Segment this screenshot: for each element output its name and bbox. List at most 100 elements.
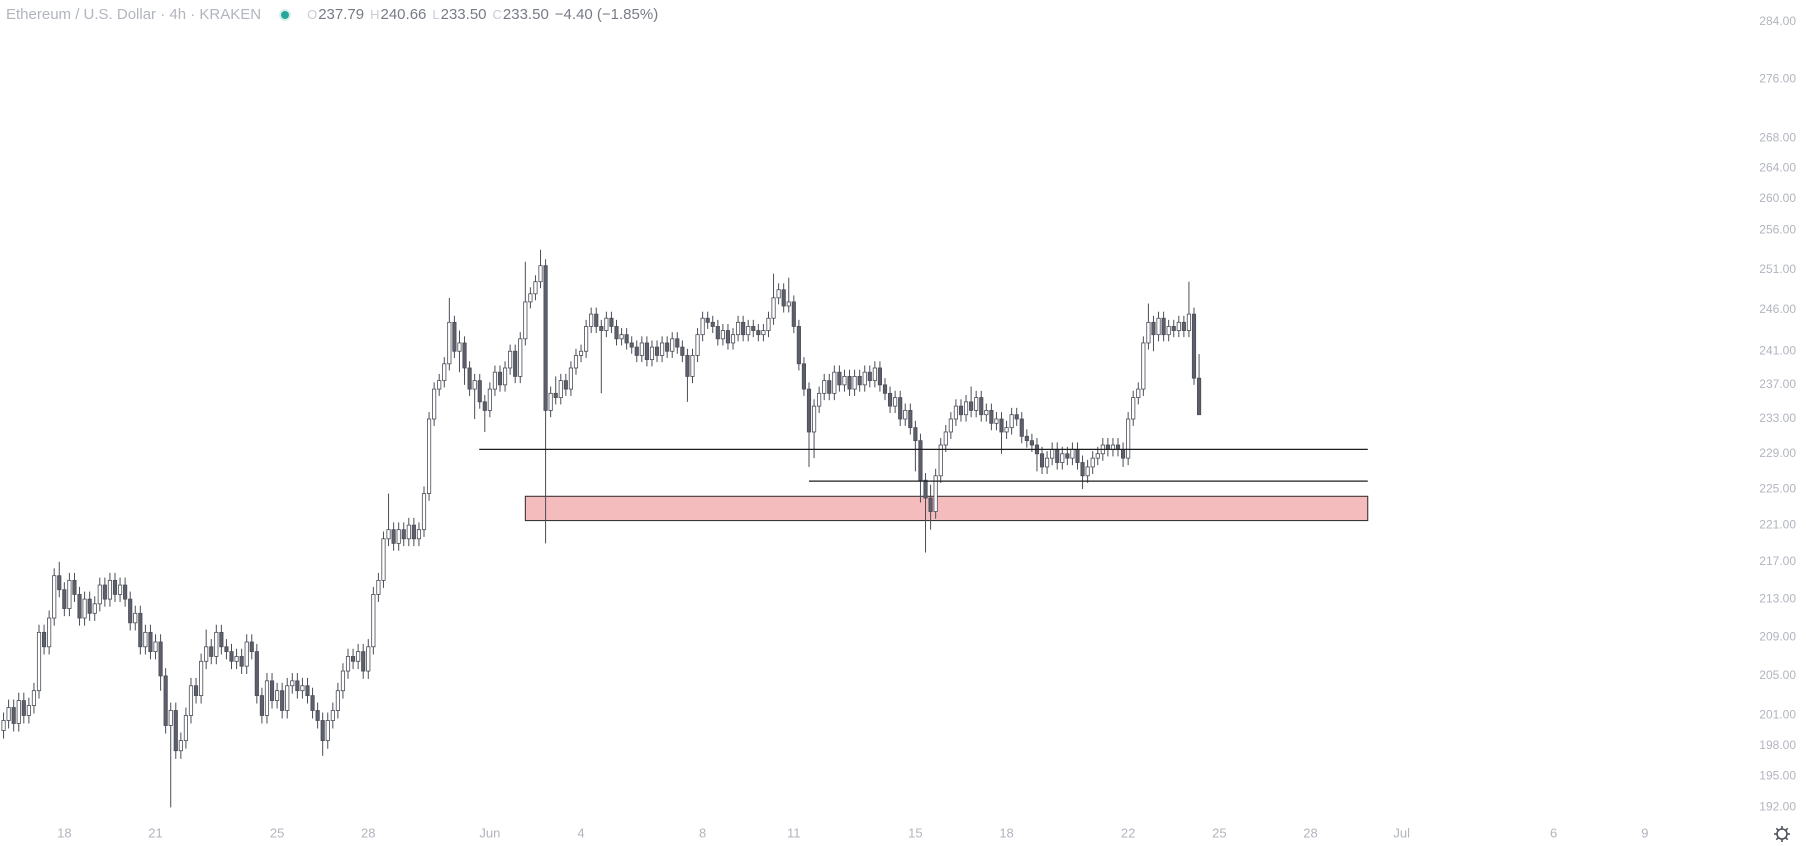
candle-body [275,690,280,701]
candle-body [269,680,275,701]
candle-body [421,493,427,531]
candle-body [1019,418,1024,437]
ohlc-value: 233.50 [502,6,549,23]
candle-body [123,584,128,600]
y-tick-label: 264.00 [1759,161,1796,175]
candle-body [1126,418,1131,459]
candle-body [584,326,589,352]
candle-body [594,313,599,327]
candle-body [305,685,310,697]
candle-body [36,631,42,692]
candle-body [320,720,325,742]
candle-body [31,690,37,706]
candle-body [979,397,984,416]
candle-body [852,376,857,390]
gear-teeth[interactable] [1774,826,1790,842]
candle-body [938,444,943,477]
y-tick-label: 225.00 [1759,481,1796,495]
symbol-title[interactable]: Ethereum / U.S. Dollar · 4h · KRAKEN [6,6,262,23]
candle-body [77,594,82,619]
candle-body [482,401,487,411]
candle-body [47,617,52,648]
candle-body [102,584,107,600]
candle-body [452,321,457,352]
x-tick-label: 21 [148,825,162,840]
candle-body [589,313,594,327]
candle-body [1045,457,1050,468]
ohlc-label: C [492,7,502,22]
candle-body [953,405,958,420]
candle-body [806,388,812,433]
candle-body [239,656,244,667]
candle-body [1151,321,1156,336]
candle-body [371,594,376,648]
candle-body [366,646,371,672]
candle-body [908,410,913,429]
candle-body [16,700,21,724]
candle-body [82,598,87,619]
candle-body [168,710,173,726]
candle-body [1,720,6,731]
candle-body [6,707,11,721]
candle-body [893,397,898,407]
candle-body [822,380,827,394]
candle-body [887,392,893,407]
candle-body [629,342,634,348]
x-tick-label: 25 [1212,825,1226,840]
settings-icon[interactable] [1774,826,1790,842]
candle-body [867,371,872,382]
candle-body [386,529,391,540]
candle-body [381,538,386,581]
candle-body [578,350,584,356]
candle-body [300,685,305,692]
candle-body [675,338,680,348]
candle-body [1039,453,1045,468]
candle-body [994,418,999,424]
x-tick-label: 9 [1641,825,1648,840]
candle-body [330,710,335,721]
candle-body [396,529,401,544]
candle-body [1065,453,1070,459]
candle-body [264,680,270,716]
y-tick-label: 192.00 [1759,800,1796,814]
candle-body [1115,444,1121,450]
candle-body [1110,444,1116,450]
candle-body [249,641,254,653]
candle-body [817,392,822,407]
candle-body [72,579,77,595]
candle-body [87,598,92,614]
candle-body [1131,397,1136,420]
candle-body [183,715,188,742]
candle-body [219,631,224,648]
candle-body [827,380,832,394]
candle-body [42,631,47,648]
candle-body [781,289,786,307]
candle-body [847,376,852,390]
candle-body [508,350,513,369]
candle-body [391,529,396,544]
candle-body [107,579,112,600]
candle-body [148,631,153,653]
ohlc-value: 233.50 [440,6,487,23]
candle-body [1050,448,1055,459]
candle-body [649,346,655,361]
candle-body [143,631,148,648]
candle-body [1029,440,1034,446]
candle-body [1176,321,1181,331]
candle-body [898,397,903,420]
candle-body [553,392,558,398]
candle-body [254,651,259,697]
y-tick-label: 213.00 [1759,591,1796,605]
candle-body [518,338,523,377]
candle-body [188,685,194,716]
candle-body [766,317,771,331]
y-tick-label: 201.00 [1759,708,1796,722]
candle-body [1095,453,1100,459]
y-tick-label: 256.00 [1759,222,1796,236]
candle-body [1080,462,1085,477]
candle-body [756,330,761,336]
candle-body [1090,457,1095,468]
candle-body [1186,313,1192,331]
x-tick-label: 18 [999,825,1013,840]
